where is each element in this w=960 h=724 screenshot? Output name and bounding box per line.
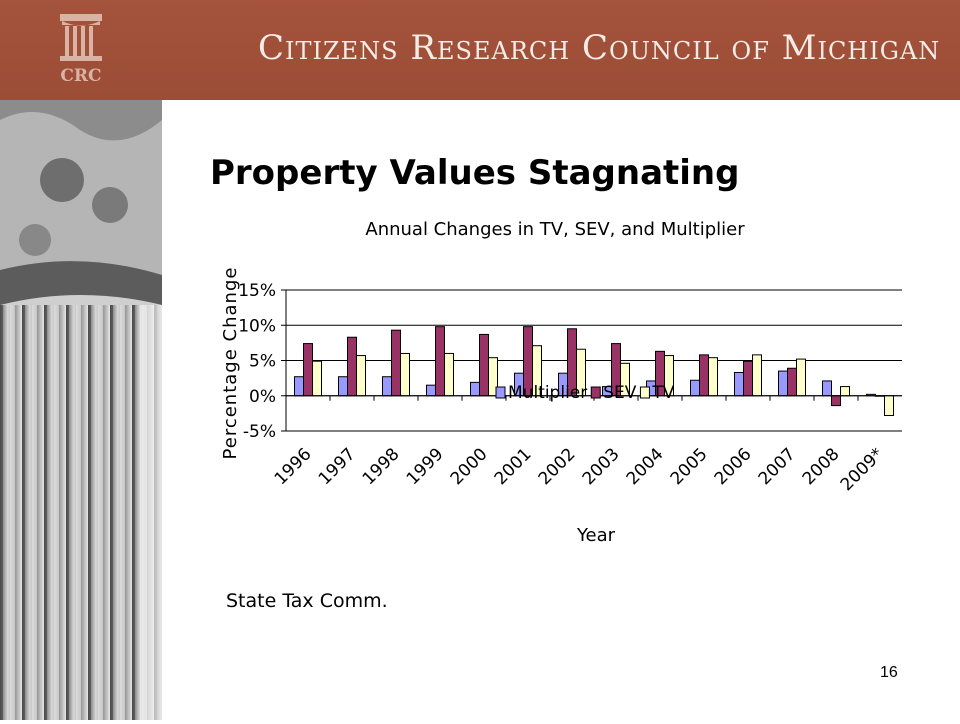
x-tick-label: 1996: [271, 444, 316, 489]
chart-canvas: Annual Changes in TV, SEV, and Multiplie…: [220, 219, 902, 546]
bar-tv: [356, 355, 366, 397]
x-tick-label: 2007: [755, 444, 800, 489]
crc-logo: CRC: [52, 10, 110, 90]
bar-tv: [444, 352, 454, 397]
bar-sev: [699, 354, 709, 397]
x-tick-label: 2002: [535, 444, 580, 489]
x-tick-label: 2003: [579, 444, 624, 489]
header-banner: CRC Citizens Research Council of Michiga…: [0, 0, 960, 100]
chart-legend: Multiplier SEV TV: [495, 383, 675, 403]
column-illustration: [0, 100, 162, 720]
y-tick-label: 15%: [238, 281, 276, 301]
legend-label-sev: SEV: [603, 383, 637, 403]
x-tick-label: 2005: [667, 444, 712, 489]
legend-swatch-sev: [590, 386, 601, 399]
logo-text: CRC: [60, 66, 102, 86]
slide-title: Property Values Stagnating: [210, 153, 740, 193]
bar-tv: [752, 354, 762, 397]
bar-multiplier: [470, 381, 480, 397]
bar-sev: [347, 336, 357, 397]
y-tick-label: 5%: [249, 352, 276, 372]
bar-sev: [787, 367, 797, 397]
bar-sev: [303, 343, 313, 397]
x-tick-label: 2004: [623, 444, 668, 489]
y-tick-label: 0%: [249, 387, 276, 407]
bar-multiplier: [778, 370, 788, 397]
bar-sev: [831, 395, 841, 407]
bar-multiplier: [382, 376, 392, 397]
bar-sev: [391, 329, 401, 397]
legend-label-multiplier: Multiplier: [508, 383, 587, 403]
bar-tv: [312, 360, 322, 397]
bar-sev: [479, 333, 489, 397]
legend-swatch-tv: [639, 386, 650, 399]
page-number: 16: [880, 664, 898, 681]
legend-swatch-multiplier: [495, 386, 506, 399]
column-logo-icon: [60, 14, 102, 61]
bar-tv: [708, 357, 718, 397]
bar-multiplier: [734, 371, 744, 397]
bar-sev: [435, 326, 445, 397]
source-note: State Tax Comm.: [226, 590, 388, 612]
legend-label-tv: TV: [651, 383, 674, 403]
y-tick-label: -5%: [243, 422, 276, 442]
bar-multiplier: [822, 380, 832, 397]
bar-tv: [796, 358, 806, 397]
x-tick-label: 2006: [711, 444, 756, 489]
x-tick-label: 2001: [491, 444, 536, 489]
bar-multiplier: [426, 384, 436, 397]
bar-tv: [400, 352, 410, 397]
x-tick-label: 1997: [315, 444, 360, 489]
x-tick-label: 2009*: [837, 444, 888, 495]
y-axis-label: Percentage Change: [220, 267, 241, 460]
bar-tv: [840, 386, 850, 397]
bar-multiplier: [338, 376, 348, 397]
x-axis-label: Year: [576, 525, 616, 546]
bar-chart: Annual Changes in TV, SEV, and Multiplie…: [200, 205, 920, 589]
bar-multiplier: [690, 379, 700, 397]
chart-title: Annual Changes in TV, SEV, and Multiplie…: [365, 219, 745, 240]
x-tick-label: 1999: [403, 444, 448, 489]
y-tick-label: 10%: [238, 316, 276, 336]
bar-multiplier: [294, 376, 304, 397]
bar-tv: [884, 395, 894, 416]
x-tick-label: 2000: [447, 444, 492, 489]
x-tick-label: 1998: [359, 444, 404, 489]
organization-name: Citizens Research Council of Michigan: [258, 28, 941, 68]
bar-sev: [743, 360, 753, 397]
